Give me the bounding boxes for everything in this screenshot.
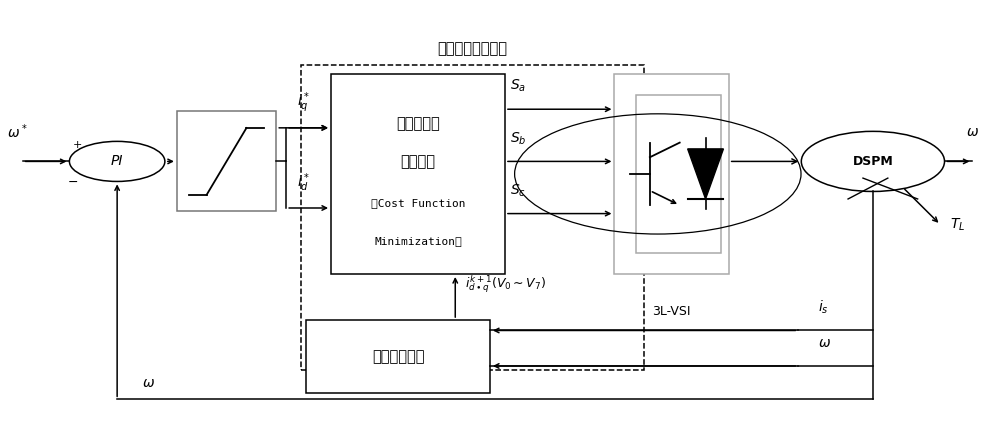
Bar — [614, 74, 729, 274]
Text: PI: PI — [111, 154, 123, 168]
Text: （Cost Function: （Cost Function — [371, 198, 465, 208]
Text: 小化模块: 小化模块 — [400, 154, 435, 169]
Bar — [636, 95, 721, 253]
Polygon shape — [688, 149, 723, 199]
Text: $i_q^*$: $i_q^*$ — [297, 91, 311, 115]
Text: +: + — [73, 140, 82, 150]
Text: $\omega$: $\omega$ — [142, 376, 155, 390]
Text: 成本函数最: 成本函数最 — [396, 116, 440, 131]
Bar — [306, 320, 490, 393]
Text: $i_d^*$: $i_d^*$ — [297, 172, 311, 194]
Bar — [177, 111, 276, 212]
Text: 电流预测模块: 电流预测模块 — [372, 349, 424, 364]
Text: DSPM: DSPM — [853, 155, 893, 168]
Text: 模型电流预测控制: 模型电流预测控制 — [438, 41, 508, 56]
Bar — [331, 74, 505, 274]
Text: $T_L$: $T_L$ — [950, 217, 966, 233]
Text: $S_b$: $S_b$ — [510, 130, 526, 147]
Text: $\omega$: $\omega$ — [966, 125, 979, 139]
Bar — [301, 66, 644, 370]
Text: Minimization）: Minimization） — [374, 236, 462, 246]
Text: $S_c$: $S_c$ — [510, 182, 526, 199]
Text: $i_s$: $i_s$ — [818, 299, 829, 316]
Text: $i_{d\bullet q}^{k+1}(V_0 \sim V_7)$: $i_{d\bullet q}^{k+1}(V_0 \sim V_7)$ — [465, 274, 546, 295]
Text: $-$: $-$ — [67, 175, 78, 188]
Text: $\omega$: $\omega$ — [818, 336, 831, 350]
Text: 3L-VSI: 3L-VSI — [652, 305, 691, 319]
Text: $S_a$: $S_a$ — [510, 78, 526, 94]
Text: $\omega^*$: $\omega^*$ — [7, 123, 28, 141]
